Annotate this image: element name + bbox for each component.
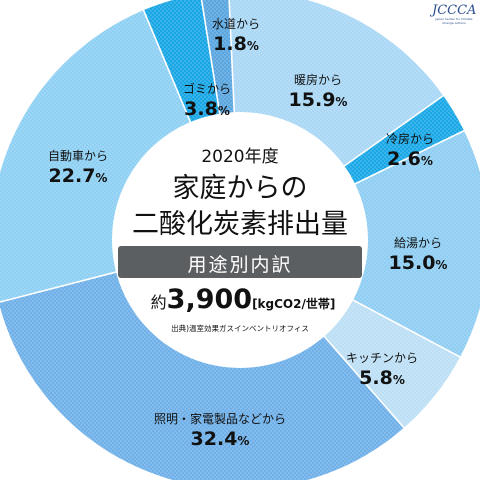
slice-value-5: 32.4% xyxy=(191,428,250,450)
donut-hole xyxy=(112,112,368,368)
total-emissions: 約3,900[kgCO2/世帯] xyxy=(118,284,368,315)
slice-label-3: 給湯から xyxy=(394,236,442,250)
slice-value-2: 2.6% xyxy=(387,148,433,170)
slice-value-6: 22.7% xyxy=(49,165,108,187)
slice-label-8: 水道から xyxy=(212,17,260,31)
slice-label-7: ゴミから xyxy=(183,81,231,96)
slice-unit-6: % xyxy=(95,171,107,185)
slice-label-2: 冷房から xyxy=(386,131,434,146)
slice-value-7: 3.8% xyxy=(184,98,230,120)
chart-subtitle: 用途別内訳 xyxy=(187,254,293,276)
total-unit: [kgCO2/世帯] xyxy=(252,297,336,311)
slice-value-3: 15.0% xyxy=(389,252,448,274)
slice-value-1: 15.9% xyxy=(289,89,348,111)
chart-year: 2020年度 xyxy=(201,147,279,167)
slice-label-1: 暖房から xyxy=(294,72,342,87)
slice-unit-8: % xyxy=(247,39,259,53)
source-note: 出典)温室効果ガスインベントリオフィス xyxy=(171,324,309,333)
subtitle-banner xyxy=(118,246,362,278)
slice-value-4: 5.8% xyxy=(359,367,405,389)
slice-unit-7: % xyxy=(218,104,230,118)
jccca-logo-subtext: Japan Center for Climate Change Actions xyxy=(435,17,473,25)
slice-label-5: 照明・家電製品などから xyxy=(154,411,286,426)
slice-unit-5: % xyxy=(237,434,249,448)
slice-unit-4: % xyxy=(393,373,405,387)
total-value: 3,900 xyxy=(166,284,253,315)
slice-unit-3: % xyxy=(435,258,447,272)
chart-title-line-2: 二酸化炭素排出量 xyxy=(132,209,348,240)
total-prefix: 約 xyxy=(150,293,167,312)
jccca-logo: JCCCA xyxy=(432,3,477,18)
slice-unit-1: % xyxy=(335,95,347,109)
slice-value-8: 1.8% xyxy=(213,33,259,55)
slice-label-6: 自動車から xyxy=(48,149,108,163)
chart-title-line-1: 家庭からの xyxy=(172,173,308,204)
slice-label-4: キッチンから xyxy=(346,351,418,365)
slice-unit-2: % xyxy=(421,154,433,168)
